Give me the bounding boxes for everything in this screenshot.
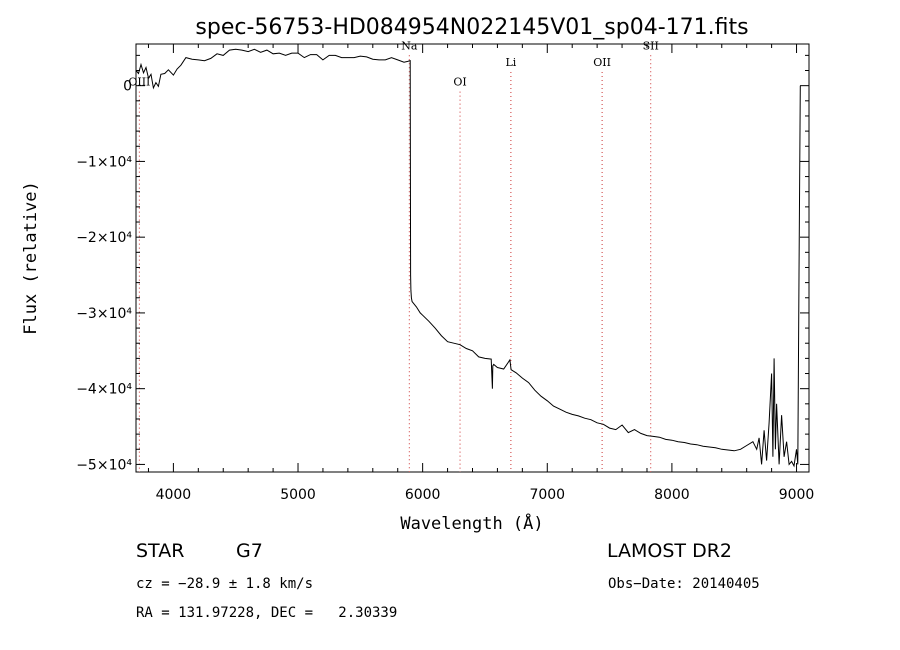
line-label-oi: OI [453,76,466,89]
y-tick-label-0: 0 [123,79,132,95]
chart-title: spec-56753-HD084954N022145V01_sp04-171.f… [195,15,748,40]
y-axis-label: Flux (relative) [21,181,41,335]
survey-name: LAMOST DR2 [607,540,732,562]
object-class: STAR [136,540,185,562]
x-tick-label-5: 9000 [779,487,815,503]
y-tick-label-2: −2×10⁴ [76,230,132,246]
y-tick-label-1: −1×10⁴ [76,154,132,170]
coordinates: RA = 131.97228, DEC = 2.30339 [136,605,398,621]
line-label-sii: SII [643,39,659,52]
plot-frame [135,43,810,473]
x-tick-label-1: 5000 [280,487,316,503]
redshift-value: cz = −28.9 ± 1.8 km/s [136,576,314,592]
spectrum-line [135,48,801,468]
y-tick-label-4: −4×10⁴ [76,382,132,398]
y-tick-label-5: −5×10⁴ [76,457,132,473]
line-label-na: Na [401,39,418,52]
x-tick-label-3: 7000 [529,487,565,503]
axis-ticks: 4000 5000 6000 7000 8000 9000 0 −1×10⁴ −2×10⁴ −3×… [76,44,814,503]
line-label-li: Li [505,56,516,69]
x-axis-label: Wavelength (Å) [400,512,543,534]
x-tick-label-4: 8000 [654,487,690,503]
observation-date: Obs−Date: 20140405 [608,576,760,592]
line-label-oii: OII [593,56,611,69]
object-subclass: G7 [236,540,263,562]
x-tick-label-2: 6000 [405,487,441,503]
y-tick-label-3: −3×10⁴ [76,306,132,322]
x-tick-label-0: 4000 [156,487,192,503]
